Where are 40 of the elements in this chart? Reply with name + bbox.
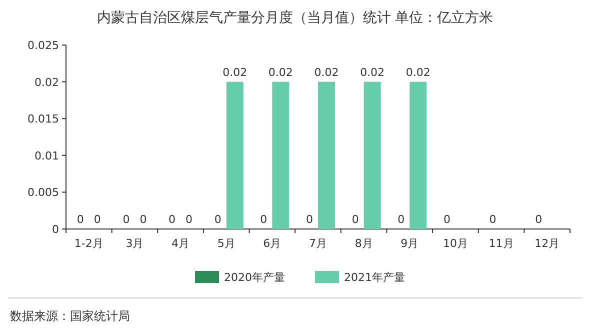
x-tick-label: 12月 (534, 237, 560, 250)
data-label: 0 (140, 213, 147, 226)
y-tick-label: 0.01 (34, 149, 59, 162)
y-tick-label: 0.015 (28, 112, 59, 126)
x-tick-label: 10月 (442, 237, 468, 250)
x-tick-label: 3月 (126, 237, 144, 250)
legend-label: 2021年产量 (344, 271, 405, 284)
y-tick-label: 0.025 (28, 39, 59, 52)
data-label: 0 (186, 213, 193, 226)
y-tick-label: 0 (52, 223, 59, 236)
data-label: 0.02 (406, 66, 430, 79)
x-tick-label: 9月 (400, 237, 419, 250)
data-label: 0 (352, 213, 359, 226)
y-tick-label: 0.02 (34, 76, 59, 89)
x-tick-label: 4月 (172, 237, 190, 250)
data-label: 0 (214, 213, 222, 226)
data-label: 0 (260, 213, 268, 226)
data-label: 0 (489, 213, 496, 226)
x-tick-label: 6月 (263, 237, 282, 250)
y-tick-label: 0.005 (28, 186, 59, 200)
chart-title: 内蒙古自治区煤层气产量分月度（当月值）统计 单位：亿立方米 (96, 10, 494, 26)
x-tick-label: 5月 (217, 237, 236, 250)
legend-label: 2020年产量 (224, 271, 285, 284)
data-label: 0.02 (222, 66, 248, 79)
data-label: 0 (443, 213, 450, 226)
data-label: 0 (398, 213, 405, 226)
data-label: 0 (76, 213, 84, 226)
x-tick-label: 1-2月 (74, 237, 104, 250)
source-note: 数据来源：国家统计局 (10, 309, 130, 323)
data-label: 0 (168, 213, 176, 226)
data-label: 0 (535, 213, 542, 226)
x-tick-label: 8月 (354, 237, 373, 250)
x-tick-label: 7月 (309, 237, 327, 250)
data-label: 0 (306, 213, 313, 226)
data-label: 0.02 (360, 66, 385, 79)
data-label: 0 (94, 213, 101, 226)
data-label: 0 (122, 213, 130, 226)
data-label: 0.02 (314, 66, 339, 79)
data-label: 0.02 (268, 66, 293, 79)
x-tick-label: 11月 (488, 237, 514, 250)
